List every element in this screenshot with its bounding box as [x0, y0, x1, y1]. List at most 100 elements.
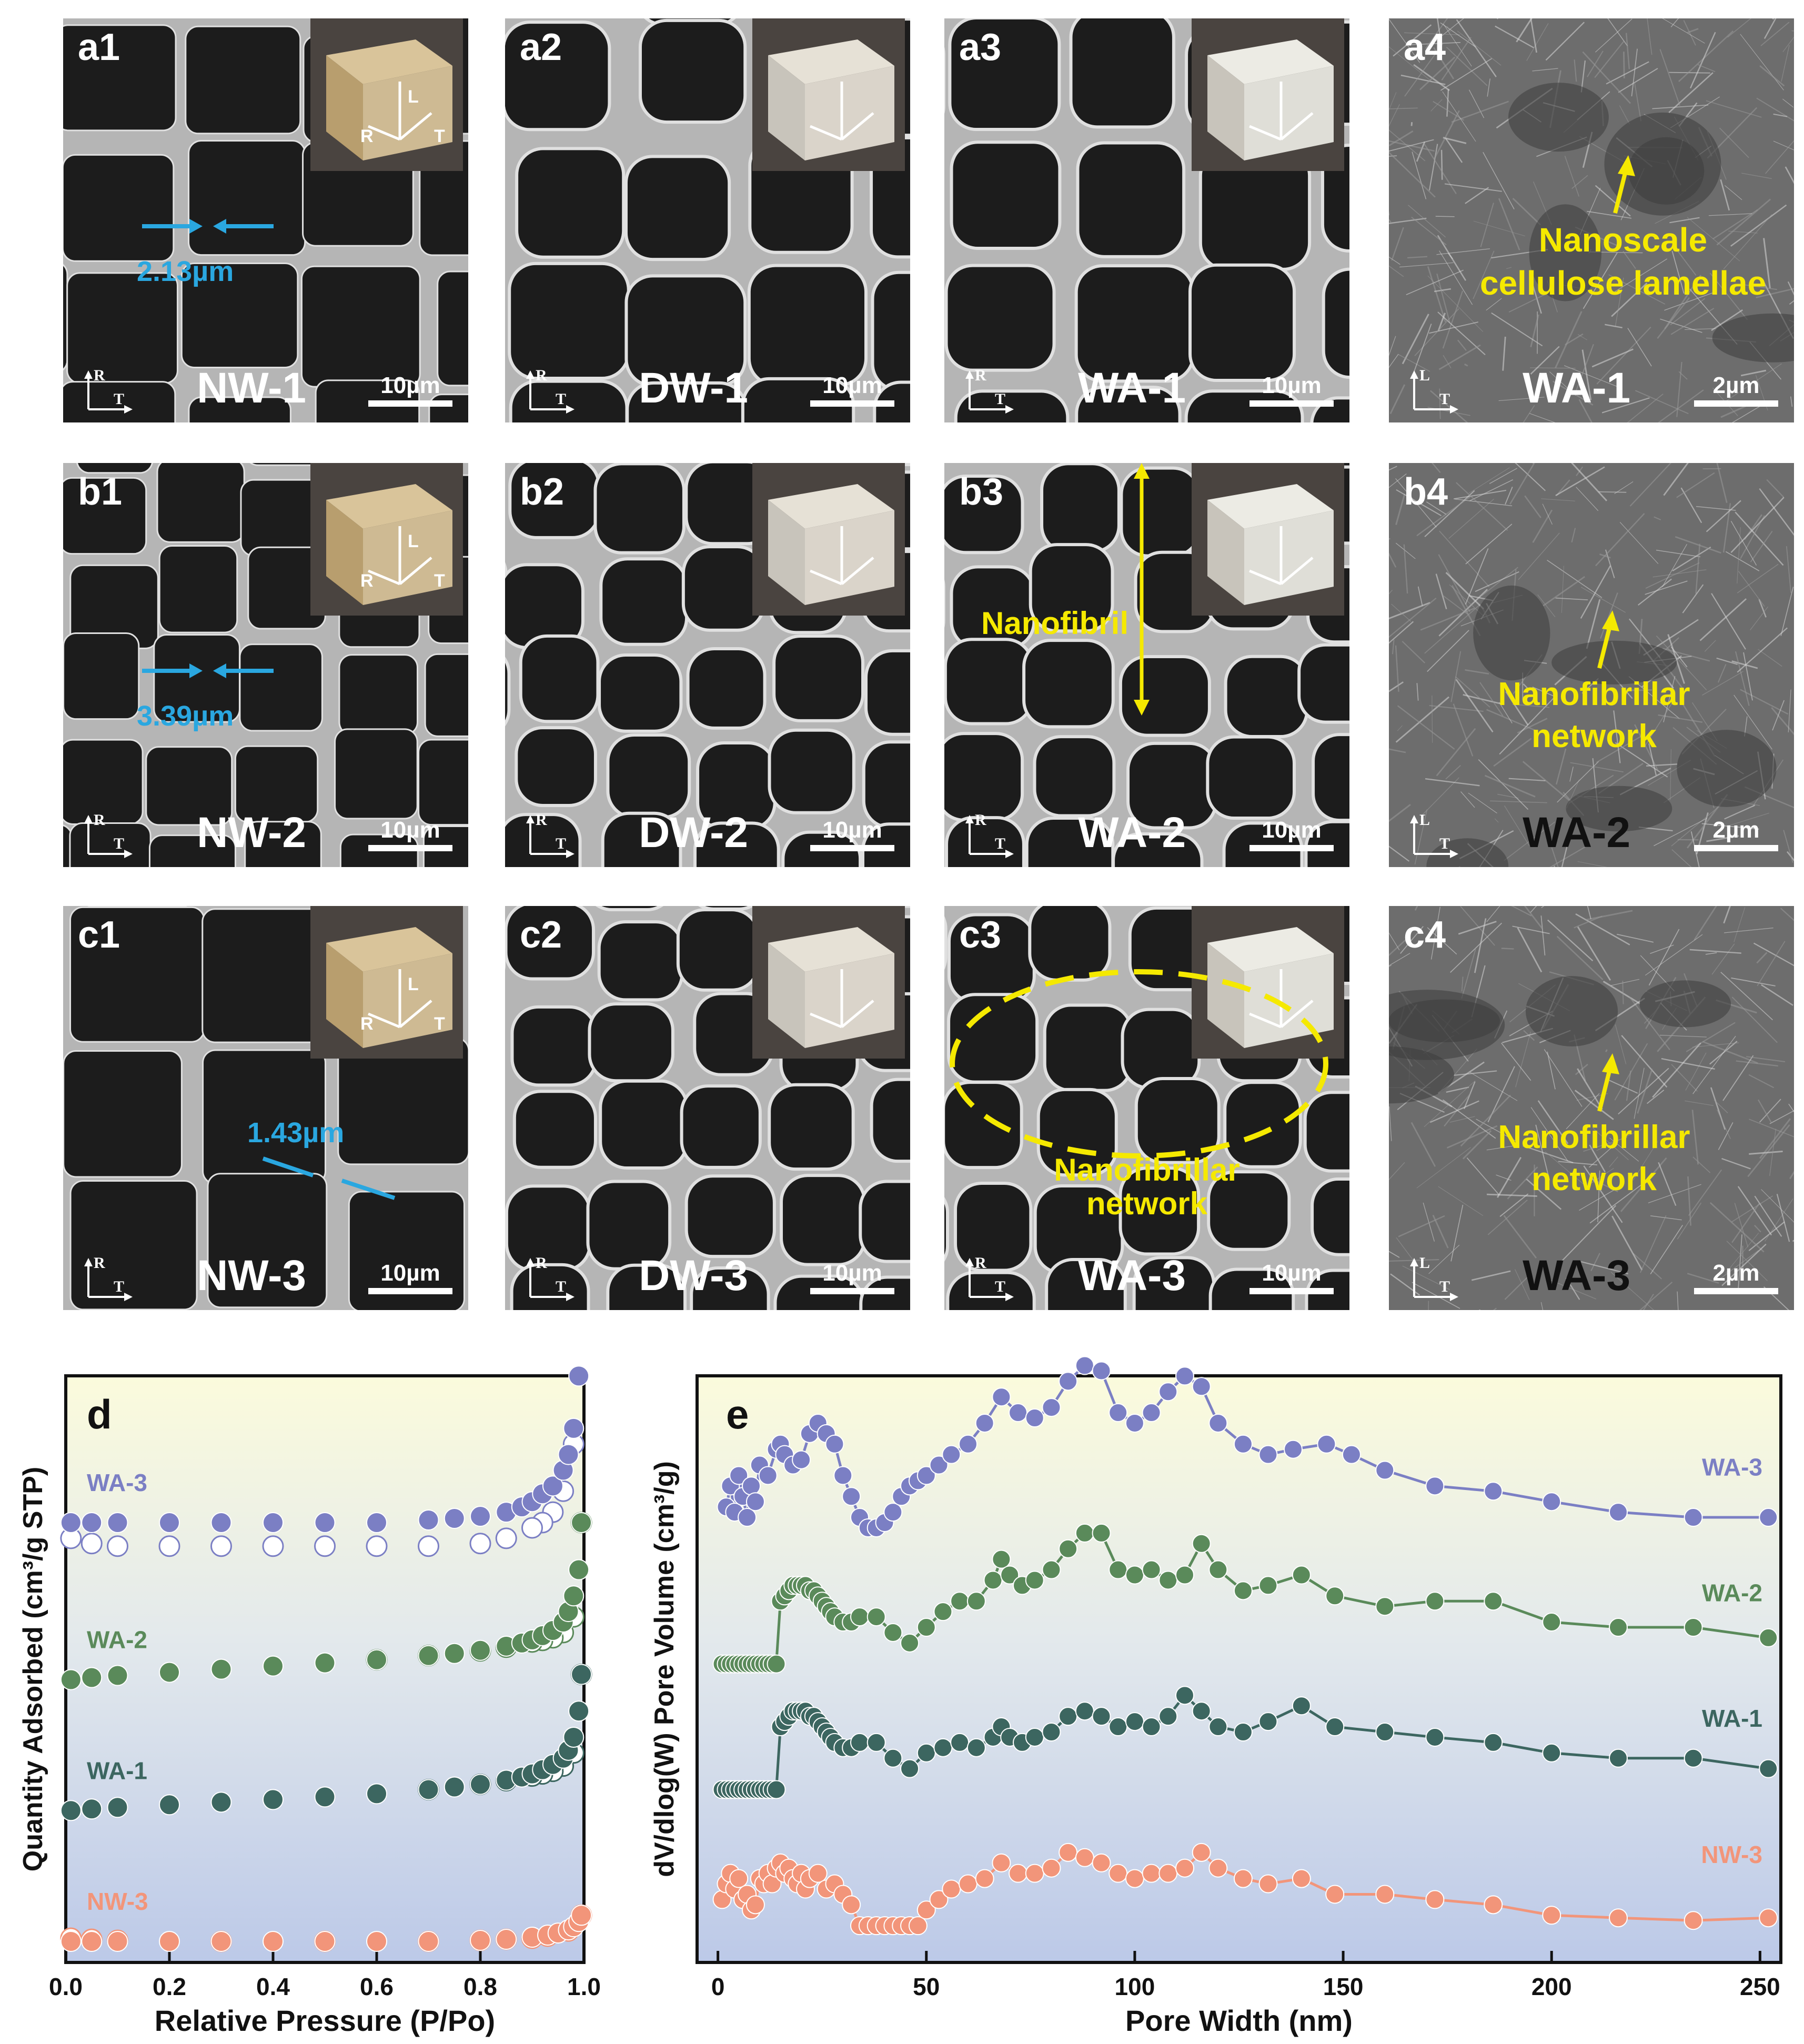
data-point [1126, 1713, 1144, 1730]
direction-axes: RT [520, 351, 604, 420]
adsorption-point [263, 1789, 283, 1809]
data-point [1376, 1723, 1394, 1741]
data-point [1176, 1686, 1194, 1704]
adsorption-point [108, 1513, 128, 1533]
adsorption-point [61, 1800, 81, 1820]
series-label: NW-3 [1701, 1841, 1762, 1868]
adsorption-point [315, 1653, 335, 1673]
cell-lumen [626, 156, 729, 259]
data-point [1176, 1367, 1194, 1385]
data-point [1317, 1435, 1335, 1453]
scale-bar [810, 1288, 894, 1294]
data-point [959, 1875, 977, 1893]
data-point [842, 1896, 860, 1914]
data-point [884, 1503, 902, 1521]
measurement-arrowhead [189, 663, 203, 678]
data-point [976, 1414, 994, 1432]
desorption-point [419, 1536, 439, 1556]
data-point [1259, 1576, 1277, 1594]
cell-lumen [600, 1081, 687, 1168]
sample-cube [1192, 18, 1344, 171]
data-point [1234, 1723, 1252, 1741]
data-point [1209, 1561, 1227, 1579]
data-point [1059, 1540, 1077, 1558]
data-point [1484, 1734, 1502, 1751]
adsorption-point [315, 1513, 335, 1533]
sample-photo-inset [752, 906, 905, 1059]
cell-lumen [1077, 143, 1184, 257]
x-axis-label: Relative Pressure (P/Po) [155, 2004, 495, 2037]
data-point [1426, 1890, 1444, 1908]
annotation-arrows [1389, 906, 1794, 1310]
adsorption-point [263, 1931, 283, 1951]
data-point [901, 1634, 919, 1652]
axis-label: T [995, 390, 1005, 408]
series-label: NW-3 [87, 1888, 148, 1915]
axis-label: T [556, 390, 566, 408]
data-point [1026, 1865, 1044, 1882]
x-tick-label: 0 [711, 1973, 725, 2000]
data-point [1026, 1409, 1044, 1427]
adsorption-point [367, 1931, 387, 1951]
cell-lumen [512, 1007, 596, 1085]
data-point [1159, 1383, 1177, 1401]
panel-label: c2 [520, 913, 562, 956]
data-point [992, 1388, 1010, 1406]
data-point [918, 1744, 935, 1762]
data-point [1193, 1377, 1211, 1395]
adsorption-point [563, 1586, 583, 1606]
adsorption-point [419, 1510, 439, 1530]
data-point [1326, 1885, 1344, 1903]
series-label: WA-3 [87, 1469, 147, 1496]
cell-lumen [608, 735, 689, 818]
adsorption-point [571, 1665, 591, 1685]
cell-lumen [774, 636, 863, 721]
adsorption-point [445, 1777, 465, 1797]
desorption-point [159, 1536, 179, 1556]
adsorption-point [496, 1929, 516, 1949]
data-point [884, 1749, 902, 1767]
adsorption-point [569, 1366, 589, 1386]
x-tick-label: 150 [1323, 1973, 1364, 2000]
data-point [1109, 1561, 1127, 1579]
data-point [1109, 1404, 1127, 1422]
data-point [1109, 1718, 1127, 1736]
measurement-arrow [263, 1159, 313, 1175]
scale-bar [810, 845, 894, 851]
data-point [1759, 1629, 1777, 1647]
measurement-arrow [342, 1181, 395, 1198]
data-point [1326, 1587, 1344, 1605]
data-point [884, 1624, 902, 1642]
chart-panel-label: d [87, 1391, 112, 1437]
data-point [1159, 1707, 1177, 1725]
data-point [1126, 1566, 1144, 1584]
arrowhead [1134, 463, 1150, 479]
pointer-arrowhead [1602, 1053, 1619, 1074]
x-tick-label: 0.8 [463, 1973, 497, 2000]
adsorption-point [315, 1787, 335, 1807]
data-point [1143, 1865, 1161, 1882]
data-point [1209, 1414, 1227, 1432]
axis-label: R [536, 811, 547, 829]
data-point [1234, 1435, 1252, 1453]
data-point [738, 1508, 756, 1526]
direction-axes: RT [959, 351, 1043, 420]
adsorption-point [445, 1644, 465, 1664]
x-tick-label: 0.0 [49, 1973, 83, 2000]
axis-arrowhead [566, 405, 575, 414]
cell-lumen [864, 742, 910, 827]
adsorption-point [211, 1792, 231, 1812]
data-point [1343, 1446, 1360, 1464]
adsorption-point [367, 1784, 387, 1804]
data-point [768, 1655, 785, 1673]
measurement-arrows [63, 906, 468, 1310]
adsorption-point [569, 1560, 589, 1580]
scale-bar-label: 10µm [1247, 372, 1336, 399]
data-point [1126, 1870, 1144, 1888]
